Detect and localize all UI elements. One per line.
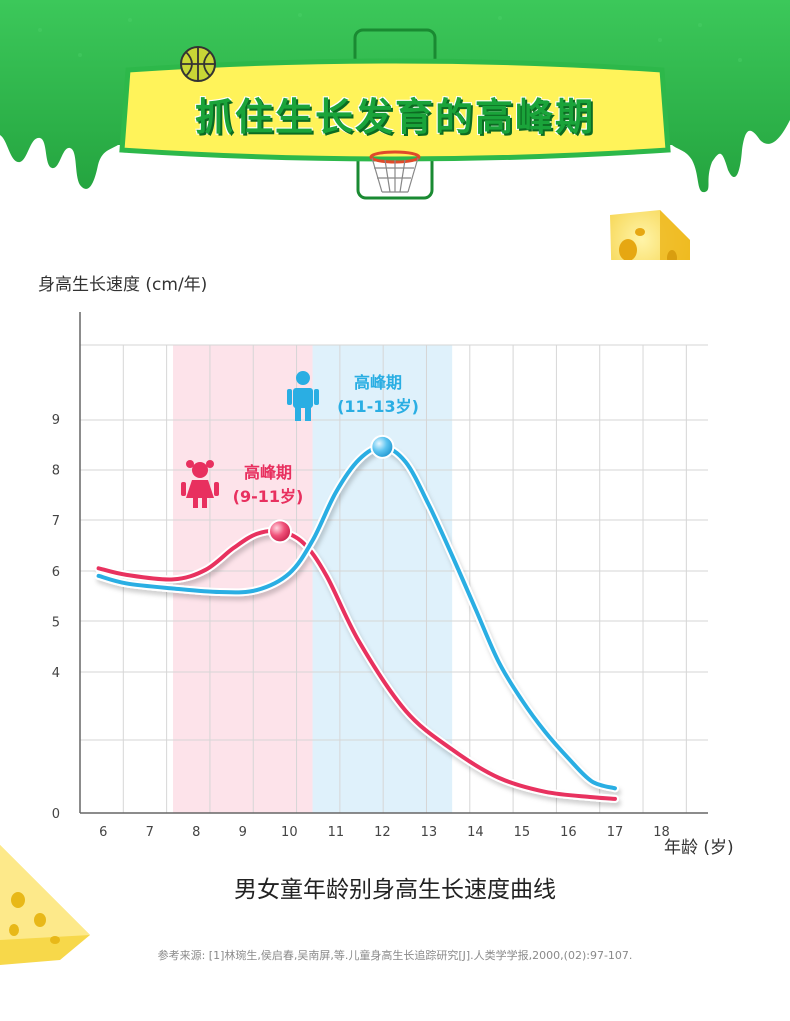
y-axis-label: 身高生长速度 (cm/年) [38, 275, 208, 295]
girl-dress [186, 480, 214, 498]
x-tick-label: 11 [328, 825, 345, 840]
girl-arm-right [214, 482, 219, 496]
y-tick-label: 5 [52, 615, 60, 630]
x-tick-label: 13 [421, 825, 438, 840]
peak-label-0: 高峰期 [244, 463, 292, 482]
peak-range-1: (11-13岁) [337, 397, 419, 416]
girl-leg-left [193, 498, 198, 508]
boy-arm-right [314, 389, 319, 405]
x-tick-label: 7 [146, 825, 154, 840]
highlight-band-0 [173, 345, 313, 813]
x-tick-label: 14 [467, 825, 484, 840]
peak-marker-1 [370, 434, 395, 459]
basketball-icon [180, 46, 216, 82]
x-tick-label: 18 [653, 825, 670, 840]
basketball-hoop-icon [369, 150, 421, 193]
boy-head [296, 371, 310, 385]
y-tick-label: 7 [52, 514, 60, 529]
source-note: 参考来源: [1]林琬生,侯启春,吴南屏,等.儿童身高生长追踪研究[J].人类学… [157, 949, 633, 962]
boy-arm-left [287, 389, 292, 405]
x-tick-label: 16 [560, 825, 577, 840]
girl-leg-right [202, 498, 207, 508]
x-tick-label: 17 [607, 825, 624, 840]
y-tick-label: 4 [52, 666, 60, 681]
x-tick-label: 12 [374, 825, 391, 840]
x-tick-label: 15 [514, 825, 531, 840]
girl-pigtail-left [186, 460, 194, 468]
chart-caption: 男女童年龄别身高生长速度曲线 [234, 877, 556, 903]
series-line-1 [96, 444, 617, 791]
x-tick-label: 10 [281, 825, 298, 840]
peak-label-1: 高峰期 [354, 373, 402, 392]
banner-title: 抓住生长发育的高峰期 [194, 94, 595, 139]
boy-icon [287, 371, 319, 421]
title-plaque [119, 58, 671, 162]
cheese-wedge-icon [0, 845, 90, 965]
x-tick-label: 8 [192, 825, 200, 840]
boy-leg-right [305, 407, 311, 421]
peak-range-0: (9-11岁) [233, 487, 304, 506]
boy-leg-left [295, 407, 301, 421]
girl-pigtail-right [206, 460, 214, 468]
slime-banner [0, 0, 790, 260]
girl-head [192, 462, 208, 478]
growth-velocity-chart: 6 7 8 9 10 11 12 13 14 15 16 17 18 0 4 5 6 7 8 9 高峰期 (9-11岁)… [52, 312, 708, 840]
y-tick-label: 9 [52, 413, 60, 428]
y-tick-label: 0 [52, 807, 60, 822]
y-tick-label: 8 [52, 464, 60, 479]
x-tick-label: 9 [239, 825, 247, 840]
series-line-0 [96, 528, 617, 801]
x-axis-label: 年龄 (岁) [664, 838, 734, 858]
girl-icon [181, 460, 219, 508]
cheese-icon [610, 210, 690, 260]
x-tick-label: 6 [99, 825, 107, 840]
girl-arm-left [181, 482, 186, 496]
boy-body [293, 388, 313, 408]
peak-marker-0 [268, 519, 293, 544]
y-tick-label: 6 [52, 565, 60, 580]
